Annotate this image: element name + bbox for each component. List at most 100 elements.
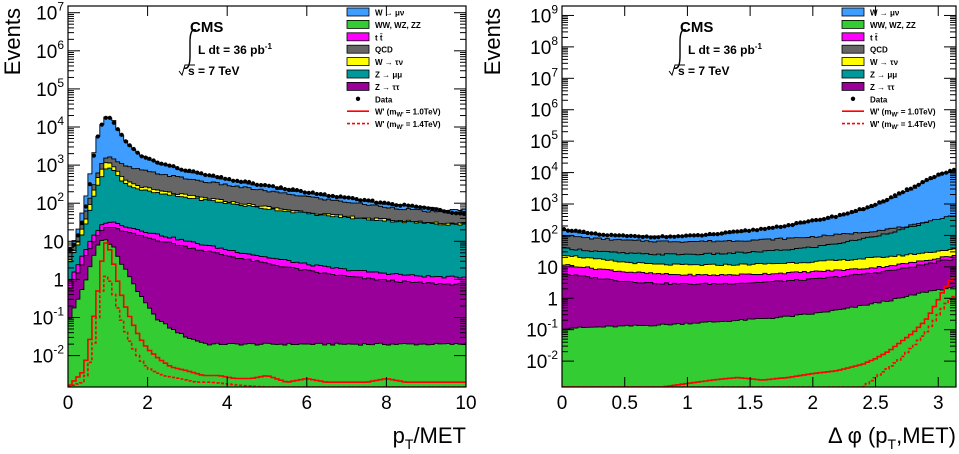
y-tick-exponent: -1 (53, 305, 64, 319)
data-point (900, 190, 905, 195)
data-point (778, 224, 783, 230)
legend-item-wtaunu: W → τν (841, 57, 899, 67)
y-tick-mantissa: 10 (530, 195, 551, 216)
y-tick-exponent: 7 (57, 0, 64, 14)
data-point (573, 228, 578, 233)
data-point (326, 193, 331, 199)
sqrt-sign (668, 64, 685, 77)
x-tick-label: 2 (142, 393, 153, 414)
legend-label-data: Data (870, 95, 888, 104)
data-point (386, 201, 391, 206)
data-point (636, 234, 641, 239)
y-tick-label: 102 (36, 190, 64, 215)
data-point (450, 210, 455, 215)
data-point (940, 171, 945, 176)
data-point (920, 180, 925, 185)
x-axis-title-subscript: T (405, 436, 414, 449)
data-point (243, 179, 248, 184)
data-point (163, 162, 168, 167)
data-point (426, 206, 431, 211)
y-tick-mantissa: 1 (53, 270, 64, 291)
legend-swatch-wmunu (841, 7, 865, 17)
y-tick-label: 10-1 (32, 305, 64, 330)
lumi-text: L dt = 36 pb (688, 43, 755, 57)
x-tick-label: 10 (455, 393, 476, 414)
data-point (262, 183, 268, 188)
data-point (881, 199, 886, 204)
x-tick-label: 0 (63, 393, 74, 414)
y-axis-title: Events (480, 8, 505, 75)
data-point (684, 233, 689, 238)
data-point (231, 178, 236, 183)
data-point (410, 203, 415, 208)
data-point (703, 232, 708, 237)
data-point (562, 227, 567, 232)
data-point (454, 211, 459, 216)
data-point (569, 228, 574, 233)
data-point (628, 233, 633, 238)
data-point (203, 172, 208, 178)
integral-sign (183, 29, 197, 69)
data-point (798, 220, 803, 225)
legend-label-subscript: W' (396, 113, 404, 119)
data-point (382, 200, 387, 205)
data-point (330, 193, 335, 199)
y-tick-exponent: 2 (57, 190, 64, 204)
legend-item-ttbar: t t̄ (841, 32, 878, 42)
legend-label-wp10: W' (mW' = 1.0TeV) (375, 108, 441, 119)
y-tick-mantissa: 10 (526, 352, 547, 373)
data-point (833, 214, 838, 220)
data-point (107, 115, 112, 120)
data-point (719, 231, 724, 236)
legend: W → μν WW, WZ, ZZ t t̄ QCD W → τν Z → μμ Z → τ… (841, 7, 936, 131)
energy-label: s = 7 TeV (678, 64, 729, 78)
data-point (621, 233, 626, 238)
legend-label-text: QCD (375, 46, 393, 55)
y-tick-exponent: -2 (53, 343, 64, 357)
y-tick-mantissa: 10 (36, 118, 57, 139)
y-tick-exponent: -2 (547, 348, 558, 362)
data-point (707, 231, 712, 237)
legend-label-wp14: W' (mW' = 1.4TeV) (870, 120, 936, 131)
data-point (849, 209, 854, 215)
legend-label-subscript: W' (396, 125, 404, 131)
data-point (430, 206, 435, 211)
data-point (896, 191, 901, 196)
data-point (83, 204, 88, 209)
data-point (258, 183, 264, 188)
legend-swatch-diboson (346, 19, 370, 29)
plot-area (68, 115, 466, 387)
legend-label-wp10: W' (mW' = 1.0TeV) (870, 108, 936, 119)
legend-swatch-qcd (841, 44, 865, 54)
data-point (869, 203, 874, 209)
legend-swatch-diboson (841, 19, 865, 29)
data-point (884, 197, 890, 203)
legend-item-diboson: WW, WZ, ZZ (841, 19, 916, 30)
data-point (442, 209, 447, 214)
data-point (155, 160, 160, 165)
data-point (818, 217, 823, 222)
energy-label: s = 7 TeV (188, 64, 239, 78)
legend-item-wp10: W' (mW' = 1.0TeV) (842, 108, 936, 119)
y-tick-mantissa: 10 (530, 101, 551, 122)
data-point (223, 176, 228, 181)
data-point (111, 120, 116, 125)
data-point (422, 205, 427, 210)
y-tick-mantissa: 10 (32, 347, 53, 368)
data-point (286, 187, 291, 192)
data-point (782, 224, 787, 229)
legend-label-diboson: WW, WZ, ZZ (375, 21, 421, 30)
legend-label-text: W' (m (870, 108, 891, 117)
data-point (577, 229, 582, 234)
data-point (790, 222, 795, 228)
x-axis-title-rest: ,MET) (896, 423, 956, 448)
data-point (948, 168, 953, 173)
data-point (731, 229, 736, 234)
data-point (735, 229, 740, 234)
y-tick-label: 107 (530, 65, 558, 90)
y-tick-label: 10-2 (32, 343, 64, 368)
data-point (617, 233, 622, 238)
data-point (350, 196, 355, 201)
legend-label-wmunu: W → μν (375, 9, 405, 18)
data-point (774, 224, 779, 229)
